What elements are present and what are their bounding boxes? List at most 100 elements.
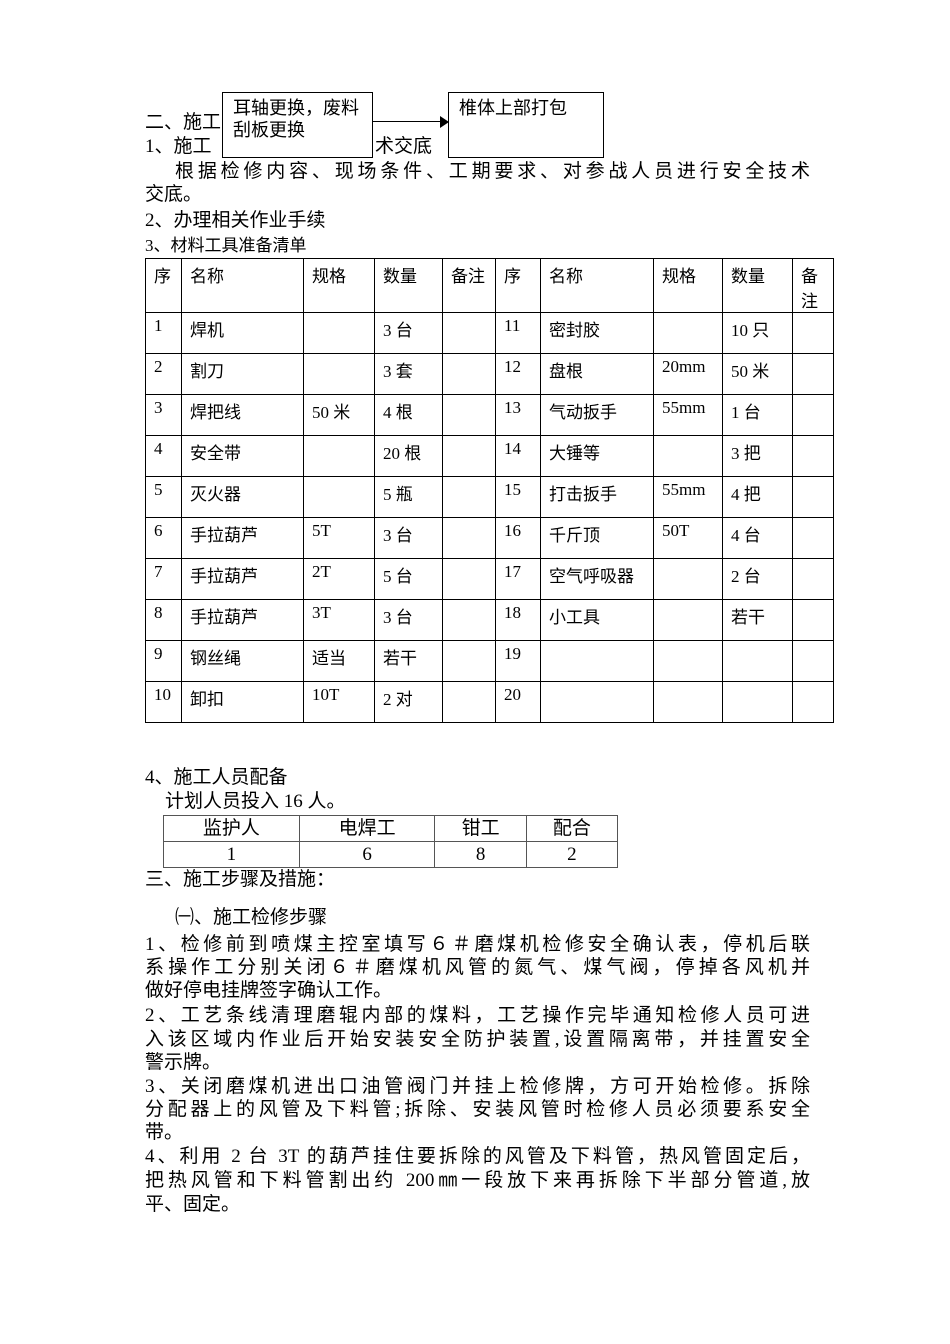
table-cell: 1 <box>145 312 182 354</box>
table-cell: 5 台 <box>374 558 443 600</box>
table-row: 7 手拉葫芦 2T 5 台 17 空气呼吸器 2 台 <box>145 558 834 600</box>
table-cell: 焊把线 <box>181 394 304 436</box>
table-cell: 1 台 <box>722 394 793 436</box>
crew-value: 6 <box>298 841 436 868</box>
table-cell: 11 <box>495 312 541 354</box>
crew-header: 配合 <box>525 815 619 842</box>
item-2-1: 1、施工 <box>145 136 212 157</box>
table-row: 2 割刀 3 套 12 盘根 20mm 50 米 <box>145 353 834 395</box>
table-cell: 大锤等 <box>540 435 654 477</box>
table-cell: 小工具 <box>540 599 654 641</box>
table-cell <box>792 476 834 518</box>
column-header: 数量 <box>374 258 443 313</box>
item-2-4: 4、施工人员配备 <box>145 767 288 788</box>
crew-header: 监护人 <box>163 815 300 842</box>
table-cell <box>442 394 496 436</box>
table-cell: 20mm <box>653 353 723 395</box>
table-cell: 手拉葫芦 <box>181 558 304 600</box>
column-header: 备注 <box>442 258 496 313</box>
table-cell <box>303 312 375 354</box>
step-line: 4、利用 2 台 3T 的葫芦挂住要拆除的风管及下料管，热风管固定后， <box>145 1146 810 1167</box>
table-cell: 适当 <box>303 640 375 682</box>
table-cell: 盘根 <box>540 353 654 395</box>
table-cell: 5 <box>145 476 182 518</box>
step-line: 把热风管和下料管割出约 200㎜一段放下来再拆除下半部分管道,放 <box>145 1170 810 1191</box>
table-cell: 灭火器 <box>181 476 304 518</box>
table-cell: 空气呼吸器 <box>540 558 654 600</box>
paragraph-line: 交底。 <box>145 184 203 205</box>
table-cell <box>540 640 654 682</box>
table-cell: 2 台 <box>722 558 793 600</box>
table-cell: 15 <box>495 476 541 518</box>
table-cell: 50 米 <box>722 353 793 395</box>
table-cell: 20 根 <box>374 435 443 477</box>
step-line: 3、关闭磨煤机进出口油管阀门并挂上检修牌，方可开始检修。拆除 <box>145 1076 810 1097</box>
crew-value: 8 <box>434 841 527 868</box>
table-cell: 3 台 <box>374 517 443 559</box>
column-header: 数量 <box>722 258 793 313</box>
table-cell: 4 台 <box>722 517 793 559</box>
table-cell: 55mm <box>653 476 723 518</box>
step-line: 分配器上的风管及下料管;拆除、安装风管时检修人员必须要系安全 <box>145 1099 810 1120</box>
table-cell: 9 <box>145 640 182 682</box>
paragraph-line: 根据检修内容、现场条件、工期要求、对参战人员进行安全技术 <box>175 161 810 182</box>
table-cell <box>442 353 496 395</box>
table-cell <box>653 435 723 477</box>
table-row: 6 手拉葫芦 5T 3 台 16 千斤顶 50T 4 台 <box>145 517 834 559</box>
section-3-heading: 三、施工步骤及措施： <box>145 869 336 890</box>
table-cell <box>653 312 723 354</box>
table-cell <box>653 599 723 641</box>
section-2-heading: 二、施工 <box>145 112 222 133</box>
table-cell: 3 套 <box>374 353 443 395</box>
table-cell: 19 <box>495 640 541 682</box>
table-cell: 8 <box>145 599 182 641</box>
step-line: 1、检修前到喷煤主控室填写６＃磨煤机检修安全确认表，停机后联 <box>145 934 810 955</box>
table-cell <box>792 435 834 477</box>
crew-value: 2 <box>525 841 619 868</box>
table-cell: 10 <box>145 681 182 723</box>
table-cell: 3 把 <box>722 435 793 477</box>
table-cell <box>442 435 496 477</box>
item-2-2: 2、办理相关作业手续 <box>145 210 326 231</box>
table-cell: 4 把 <box>722 476 793 518</box>
table-cell: 千斤顶 <box>540 517 654 559</box>
table-cell <box>792 640 834 682</box>
table-row: 9 钢丝绳 适当 若干 19 <box>145 640 834 682</box>
table-cell <box>442 640 496 682</box>
table-cell <box>653 640 723 682</box>
table-cell: 手拉葫芦 <box>181 517 304 559</box>
table-cell: 50T <box>653 517 723 559</box>
table-cell <box>442 558 496 600</box>
table-cell: 若干 <box>374 640 443 682</box>
table-cell: 密封胶 <box>540 312 654 354</box>
arrowhead-icon <box>440 116 449 128</box>
table-cell <box>653 681 723 723</box>
table-cell: 3 <box>145 394 182 436</box>
column-header: 规格 <box>303 258 375 313</box>
table-row: 5 灭火器 5 瓶 15 打击扳手 55mm 4 把 <box>145 476 834 518</box>
table-cell: 13 <box>495 394 541 436</box>
table-cell: 14 <box>495 435 541 477</box>
step-line: 平、固定。 <box>145 1194 241 1215</box>
column-header: 名称 <box>181 258 304 313</box>
table-cell <box>442 681 496 723</box>
table-cell: 打击扳手 <box>540 476 654 518</box>
column-header: 名称 <box>540 258 654 313</box>
table-cell: 3 台 <box>374 312 443 354</box>
table-cell: 6 <box>145 517 182 559</box>
table-cell <box>792 394 834 436</box>
subsection-heading: ㈠、施工检修步骤 <box>175 907 328 928</box>
column-header: 序 <box>495 258 541 313</box>
flow-arrow <box>372 121 442 123</box>
table-cell: 10T <box>303 681 375 723</box>
table-row: 10 卸扣 10T 2 对 20 <box>145 681 834 723</box>
step-line: 警示牌。 <box>145 1052 222 1073</box>
crew-plan-text: 计划人员投入 16 人。 <box>165 791 346 812</box>
table-cell <box>442 312 496 354</box>
table-cell <box>303 476 375 518</box>
table-cell: 5T <box>303 517 375 559</box>
column-header: 规格 <box>653 258 723 313</box>
